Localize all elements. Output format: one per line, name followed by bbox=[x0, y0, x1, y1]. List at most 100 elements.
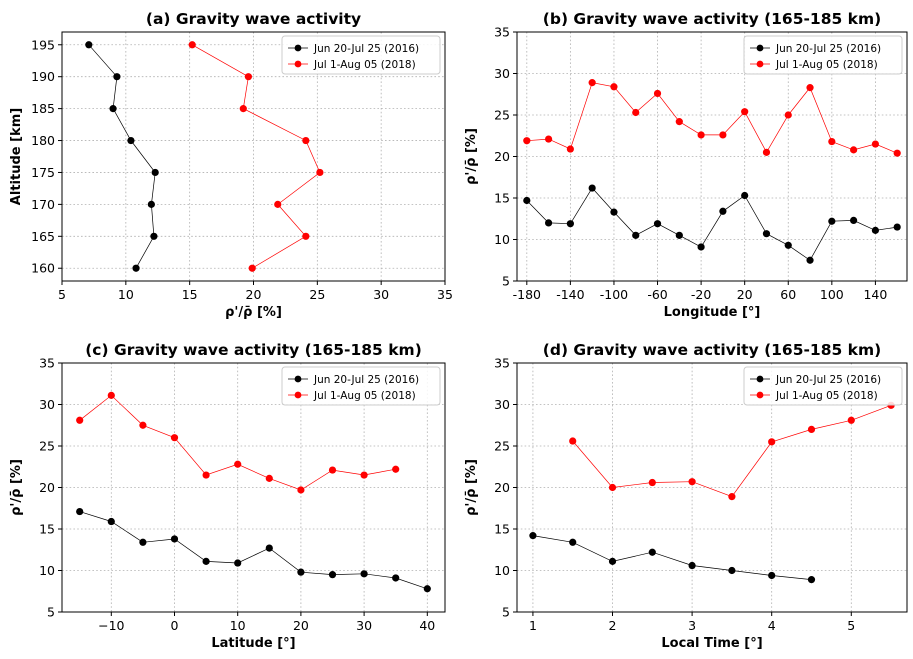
data-point-2018 bbox=[741, 108, 749, 116]
legend-label: Jul 1-Aug 05 (2018) bbox=[775, 390, 878, 402]
x-tick-label: 25 bbox=[309, 287, 325, 302]
y-tick-label: 175 bbox=[31, 165, 55, 180]
data-point-2016 bbox=[265, 544, 273, 552]
y-tick-label: 5 bbox=[47, 605, 55, 620]
x-tick-label: 10 bbox=[118, 287, 134, 302]
data-point-2018 bbox=[523, 137, 531, 145]
data-point-2018 bbox=[728, 493, 736, 501]
x-tick-label: 140 bbox=[863, 287, 887, 302]
data-point-2016 bbox=[784, 241, 792, 249]
legend-marker bbox=[756, 44, 764, 52]
data-point-2016 bbox=[608, 557, 617, 565]
x-tick-label: 15 bbox=[182, 287, 198, 302]
data-point-2016 bbox=[328, 571, 337, 579]
data-point-2016 bbox=[653, 220, 662, 228]
legend: Jun 20-Jul 25 (2016) Jul 1-Aug 05 (2018) bbox=[743, 35, 903, 75]
data-point-2018 bbox=[806, 84, 814, 92]
panel-c: −10 0 10 20 30 40 5 10 15 20 25 30 35 (c) Gravity wav… bbox=[9, 341, 446, 651]
series-line-2016 bbox=[526, 187, 898, 261]
data-point-2018 bbox=[566, 145, 574, 153]
data-point-2016 bbox=[113, 73, 121, 81]
y-tick-label: 15 bbox=[39, 522, 55, 537]
data-point-2018 bbox=[188, 41, 196, 49]
y-tick-label: 20 bbox=[494, 149, 510, 164]
data-point-2018 bbox=[76, 416, 84, 424]
x-tick-label: 0 bbox=[171, 618, 179, 633]
data-point-2016 bbox=[523, 196, 531, 205]
legend: Jun 20-Jul 25 (2016) Jul 1-Aug 05 (2018) bbox=[281, 35, 441, 75]
data-point-2016 bbox=[768, 571, 776, 580]
y-tick-label: 30 bbox=[494, 66, 510, 81]
x-tick-label: 100 bbox=[820, 287, 844, 302]
y-tick-label: 195 bbox=[31, 37, 55, 52]
data-point-2016 bbox=[566, 220, 574, 228]
chart-title: (c) Gravity wave activity (165-185 km) bbox=[85, 341, 422, 359]
series-line-2016 bbox=[79, 511, 428, 590]
data-point-2018 bbox=[544, 135, 553, 143]
x-tick-label: 5 bbox=[58, 287, 66, 302]
x-tick-label: 40 bbox=[419, 618, 435, 633]
data-point-2016 bbox=[697, 243, 705, 251]
data-point-2016 bbox=[423, 585, 431, 593]
y-tick-label: 30 bbox=[39, 397, 55, 412]
x-axis-label: Local Time [°] bbox=[661, 636, 762, 651]
data-point-2016 bbox=[688, 561, 696, 570]
data-point-2016 bbox=[806, 256, 814, 264]
y-axis-label: ρ'/ρ̄ [%] bbox=[9, 459, 24, 516]
y-tick-label: 25 bbox=[494, 108, 510, 123]
data-point-2016 bbox=[544, 219, 553, 227]
chart-title: (d) Gravity wave activity (165-185 km) bbox=[543, 341, 881, 359]
data-point-2016 bbox=[109, 105, 117, 113]
x-tick-label: -100 bbox=[600, 287, 628, 302]
legend-marker bbox=[756, 60, 764, 68]
data-point-2018 bbox=[234, 460, 242, 468]
data-point-2016 bbox=[132, 264, 140, 272]
data-point-2016 bbox=[85, 41, 93, 49]
legend-label: Jul 1-Aug 05 (2018) bbox=[775, 59, 878, 71]
data-point-2016 bbox=[719, 207, 727, 215]
y-tick-label: 15 bbox=[494, 191, 510, 206]
data-point-2018 bbox=[610, 83, 618, 91]
panel-d: 1 2 3 4 5 5 10 15 20 25 30 35 (d) Gravity wave activ… bbox=[464, 341, 908, 651]
data-point-2018 bbox=[297, 486, 305, 494]
data-point-2016 bbox=[360, 570, 368, 578]
data-point-2016 bbox=[234, 559, 242, 567]
data-point-2018 bbox=[828, 137, 836, 146]
data-point-2016 bbox=[392, 574, 400, 582]
data-point-2016 bbox=[297, 568, 305, 576]
x-tick-label: 20 bbox=[737, 287, 753, 302]
data-point-2016 bbox=[741, 191, 749, 200]
data-point-2018 bbox=[608, 483, 617, 492]
legend-label: Jun 20-Jul 25 (2016) bbox=[313, 374, 419, 386]
data-point-2016 bbox=[675, 231, 683, 239]
data-point-2018 bbox=[107, 391, 115, 399]
data-point-2018 bbox=[762, 148, 771, 156]
y-tick-label: 170 bbox=[31, 197, 55, 212]
legend: Jun 20-Jul 25 (2016) Jul 1-Aug 05 (2018) bbox=[743, 366, 903, 406]
y-tick-label: 15 bbox=[494, 522, 510, 537]
x-axis-label: Longitude [°] bbox=[664, 305, 761, 320]
data-point-2018 bbox=[688, 478, 696, 486]
x-tick-label: 60 bbox=[780, 287, 796, 302]
data-point-2018 bbox=[850, 146, 858, 154]
y-tick-label: 35 bbox=[494, 356, 510, 371]
data-point-2016 bbox=[150, 232, 158, 240]
data-point-2016 bbox=[632, 231, 640, 239]
legend-marker bbox=[294, 60, 302, 68]
x-axis-label: ρ'/ρ̄ [%] bbox=[225, 305, 282, 320]
data-point-2018 bbox=[328, 466, 337, 474]
y-axis-label: ρ'/ρ̄ [%] bbox=[464, 459, 479, 516]
data-point-2016 bbox=[828, 217, 836, 225]
data-point-2016 bbox=[151, 168, 159, 177]
legend-label: Jul 1-Aug 05 (2018) bbox=[313, 59, 416, 71]
data-point-2016 bbox=[202, 557, 210, 565]
data-point-2016 bbox=[529, 532, 537, 540]
chart-title: (a) Gravity wave activity bbox=[146, 10, 361, 28]
y-tick-label: 25 bbox=[39, 439, 55, 454]
data-point-2016 bbox=[871, 226, 880, 234]
data-point-2018 bbox=[244, 73, 252, 81]
y-tick-label: 20 bbox=[494, 480, 510, 495]
data-point-2016 bbox=[728, 566, 736, 575]
y-tick-label: 165 bbox=[31, 229, 55, 244]
x-tick-label: 2 bbox=[609, 618, 617, 633]
